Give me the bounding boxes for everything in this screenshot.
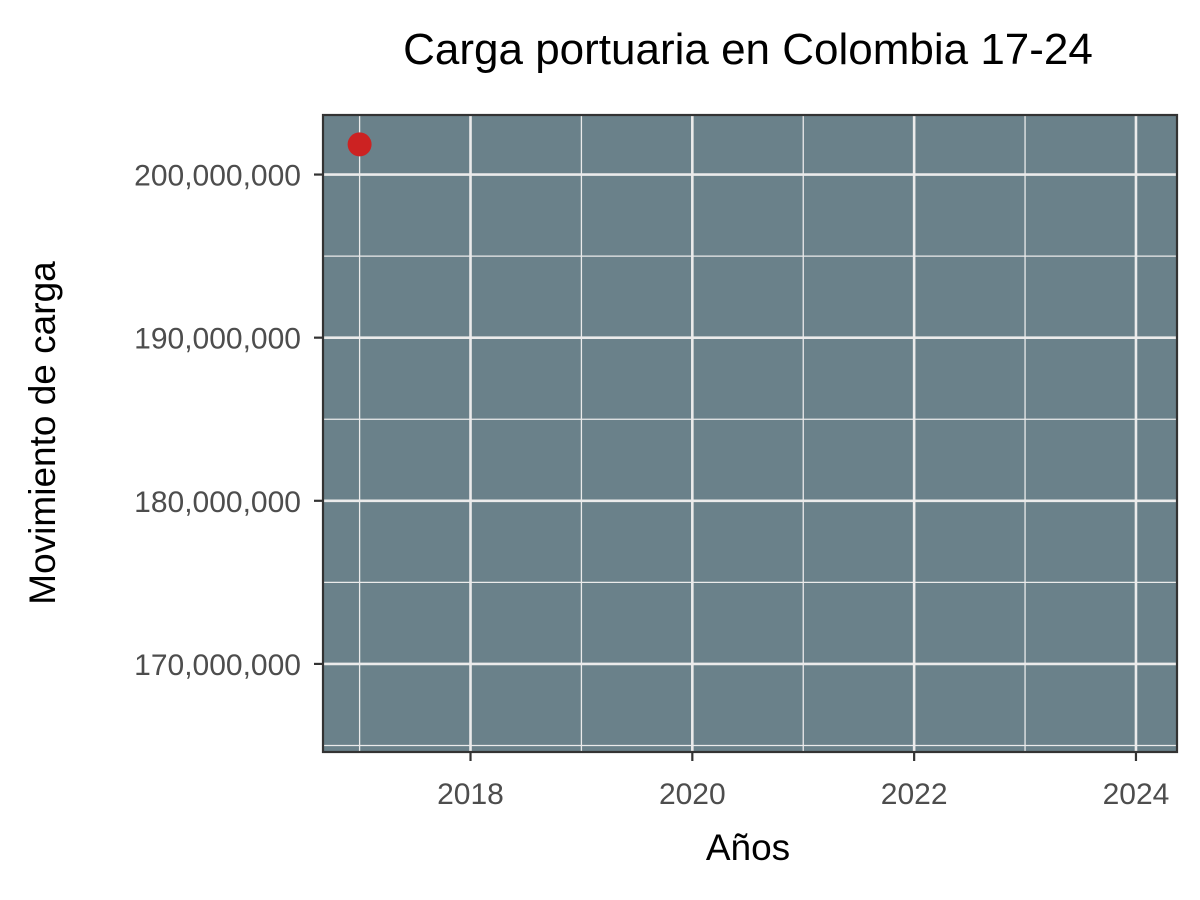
y-tick-label: 190,000,000 — [134, 323, 301, 356]
y-tick-label: 170,000,000 — [134, 649, 301, 682]
x-tick-label: 2024 — [1103, 778, 1170, 811]
x-tick-label: 2022 — [881, 778, 948, 811]
x-axis-ticks: 2018 2020 2022 2024 — [437, 752, 1169, 811]
x-tick-label: 2018 — [437, 778, 504, 811]
y-axis-ticks: 170,000,000 180,000,000 190,000,000 200,000… — [134, 160, 323, 682]
panel-border — [321, 113, 1179, 754]
data-points — [347, 132, 372, 157]
data-point — [347, 132, 372, 157]
minor-gridlines — [323, 115, 1177, 752]
x-tick-label: 2020 — [659, 778, 726, 811]
plot-panel — [323, 115, 1177, 752]
chart-title: Carga portuaria en Colombia 17-24 — [403, 25, 1093, 74]
major-gridlines — [323, 115, 1177, 752]
x-axis-title: Años — [706, 827, 790, 868]
y-tick-label: 180,000,000 — [134, 486, 301, 519]
y-tick-label: 200,000,000 — [134, 160, 301, 193]
y-axis-title: Movimiento de carga — [22, 261, 63, 605]
